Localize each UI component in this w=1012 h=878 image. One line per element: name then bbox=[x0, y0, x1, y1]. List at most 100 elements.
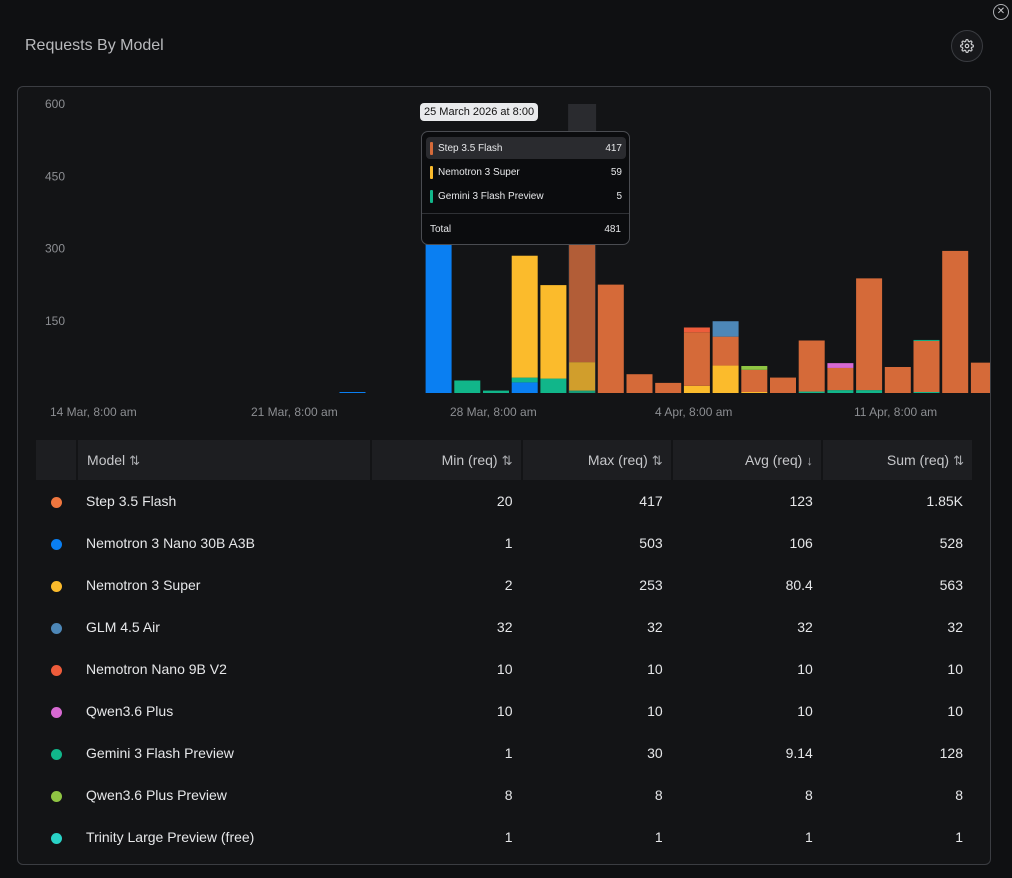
sort-icon: ⇅ bbox=[129, 452, 141, 468]
bar-segment bbox=[913, 392, 940, 393]
sort-icon: ⇅ bbox=[953, 452, 964, 468]
min-value: 1 bbox=[504, 535, 513, 551]
table-row[interactable]: Nemotron 3 Super 2 253 80.4 563 bbox=[36, 564, 972, 606]
sort-icon: ⇅ bbox=[501, 452, 513, 468]
table-row[interactable]: Qwen3.6 Plus 10 10 10 10 bbox=[36, 690, 972, 732]
max-value: 8 bbox=[654, 787, 663, 803]
max-value: 503 bbox=[639, 535, 663, 551]
series-color-dot bbox=[51, 538, 62, 550]
avg-header-label: Avg (req) bbox=[744, 452, 803, 468]
min-value: 1 bbox=[504, 829, 513, 845]
bar-segment bbox=[454, 380, 481, 393]
bar-segment bbox=[884, 366, 911, 393]
max-value: 32 bbox=[647, 619, 663, 635]
bar-segment bbox=[339, 392, 366, 393]
series-color-dot bbox=[51, 790, 62, 802]
avg-value: 80.4 bbox=[785, 577, 813, 593]
model-name: Nemotron Nano 9B V2 bbox=[86, 661, 227, 677]
min-value: 2 bbox=[504, 577, 513, 593]
table-row[interactable]: Trinity Large Preview (free) 1 1 1 1 bbox=[36, 816, 972, 858]
model-name: GLM 4.5 Air bbox=[86, 619, 160, 635]
bar-segment bbox=[511, 382, 538, 393]
max-value: 253 bbox=[639, 577, 663, 593]
tooltip-swatch bbox=[430, 141, 433, 155]
tooltip-row: Step 3.5 Flash 417 bbox=[426, 137, 626, 159]
tooltip-total-label: Total bbox=[430, 224, 452, 235]
max-value: 10 bbox=[647, 661, 663, 677]
table-row[interactable]: Nemotron 3 Nano 30B A3B 1 503 106 528 bbox=[36, 522, 972, 564]
model-name: Step 3.5 Flash bbox=[86, 493, 177, 509]
gear-icon bbox=[960, 39, 974, 53]
bar-segment bbox=[683, 327, 710, 333]
model-name: Trinity Large Preview (free) bbox=[86, 829, 255, 845]
settings-button[interactable] bbox=[951, 30, 983, 62]
bar-segment bbox=[942, 250, 969, 393]
bar-segment bbox=[827, 363, 854, 368]
model-name: Nemotron 3 Super bbox=[86, 577, 201, 593]
model-header-label: Model bbox=[87, 451, 126, 468]
sum-value: 1.85K bbox=[926, 493, 963, 509]
table-row[interactable]: Qwen3.6 Plus Preview 8 8 8 8 bbox=[36, 774, 972, 816]
model-name: Qwen3.6 Plus bbox=[86, 703, 174, 719]
bar-segment bbox=[741, 365, 768, 370]
y-tick-label: 450 bbox=[45, 169, 65, 183]
bar-segment bbox=[712, 365, 739, 393]
min-value: 10 bbox=[496, 703, 513, 719]
series-color-dot bbox=[51, 706, 62, 718]
max-value: 10 bbox=[647, 703, 663, 719]
bar-segment bbox=[741, 392, 768, 393]
panel-title: Requests By Model bbox=[25, 37, 164, 54]
tooltip-date: 25 March 2026 at 8:00 bbox=[420, 103, 539, 121]
bar-segment bbox=[683, 332, 710, 386]
x-tick-label: 21 Mar, 8:00 am bbox=[251, 405, 338, 419]
bar-segment bbox=[798, 391, 825, 393]
series-color-dot bbox=[51, 622, 62, 634]
chart-tooltip: Step 3.5 Flash 417 Nemotron 3 Super 59 G… bbox=[421, 131, 630, 245]
table-row[interactable]: Nemotron Nano 9B V2 10 10 10 10 bbox=[36, 648, 972, 690]
tooltip-row-value: 5 bbox=[616, 190, 622, 202]
model-name: Nemotron 3 Nano 30B A3B bbox=[86, 535, 255, 551]
x-tick-label: 28 Mar, 8:00 am bbox=[450, 405, 537, 419]
max-column-header[interactable]: Max (req) ⇅ bbox=[520, 440, 672, 480]
table-row[interactable]: Step 3.5 Flash 20 417 123 1.85K bbox=[36, 480, 972, 522]
x-tick-label: 4 Apr, 8:00 am bbox=[655, 405, 732, 419]
model-name: Qwen3.6 Plus Preview bbox=[86, 787, 227, 803]
min-column-header[interactable]: Min (req) ⇅ bbox=[370, 440, 522, 480]
series-color-dot bbox=[51, 748, 62, 760]
tooltip-swatch bbox=[430, 165, 433, 179]
model-column-header[interactable]: Model ⇅ bbox=[76, 440, 372, 480]
sum-value: 10 bbox=[947, 661, 963, 677]
bar-segment bbox=[511, 255, 538, 378]
table-row[interactable]: GLM 4.5 Air 32 32 32 32 bbox=[36, 606, 972, 648]
sum-value: 528 bbox=[939, 535, 963, 551]
close-icon[interactable]: ✕ bbox=[993, 4, 1009, 20]
table-row[interactable]: Gemini 3 Flash Preview 1 30 9.14 128 bbox=[36, 732, 972, 774]
bar-segment bbox=[655, 382, 682, 393]
bar-segment bbox=[483, 390, 509, 393]
bar-segment bbox=[540, 378, 567, 393]
max-value: 1 bbox=[654, 829, 663, 845]
tooltip-row-value: 59 bbox=[610, 166, 622, 178]
tooltip-row: Nemotron 3 Super 59 bbox=[426, 161, 626, 183]
sum-column-header[interactable]: Sum (req) ⇅ bbox=[820, 440, 972, 480]
sort-icon: ⇅ bbox=[651, 452, 663, 468]
avg-value: 123 bbox=[789, 493, 813, 509]
avg-value: 32 bbox=[797, 619, 813, 635]
y-tick-label: 300 bbox=[45, 242, 65, 256]
tooltip-row-value: 417 bbox=[605, 142, 622, 154]
avg-column-header[interactable]: Avg (req) ↓ bbox=[670, 440, 822, 480]
bar-segment bbox=[770, 377, 796, 393]
tooltip-row: Gemini 3 Flash Preview 5 bbox=[426, 185, 626, 207]
bar-segment bbox=[511, 377, 538, 383]
sum-value: 10 bbox=[947, 703, 963, 719]
x-tick-label: 14 Mar, 8:00 am bbox=[50, 405, 137, 419]
model-name: Gemini 3 Flash Preview bbox=[86, 745, 234, 761]
bar-segment bbox=[683, 385, 710, 393]
min-value: 1 bbox=[504, 745, 513, 761]
max-value: 30 bbox=[647, 745, 663, 761]
avg-value: 8 bbox=[805, 787, 813, 803]
tooltip-row-name: Step 3.5 Flash bbox=[438, 142, 503, 154]
avg-value: 9.14 bbox=[785, 745, 813, 761]
bar-segment bbox=[597, 284, 624, 393]
